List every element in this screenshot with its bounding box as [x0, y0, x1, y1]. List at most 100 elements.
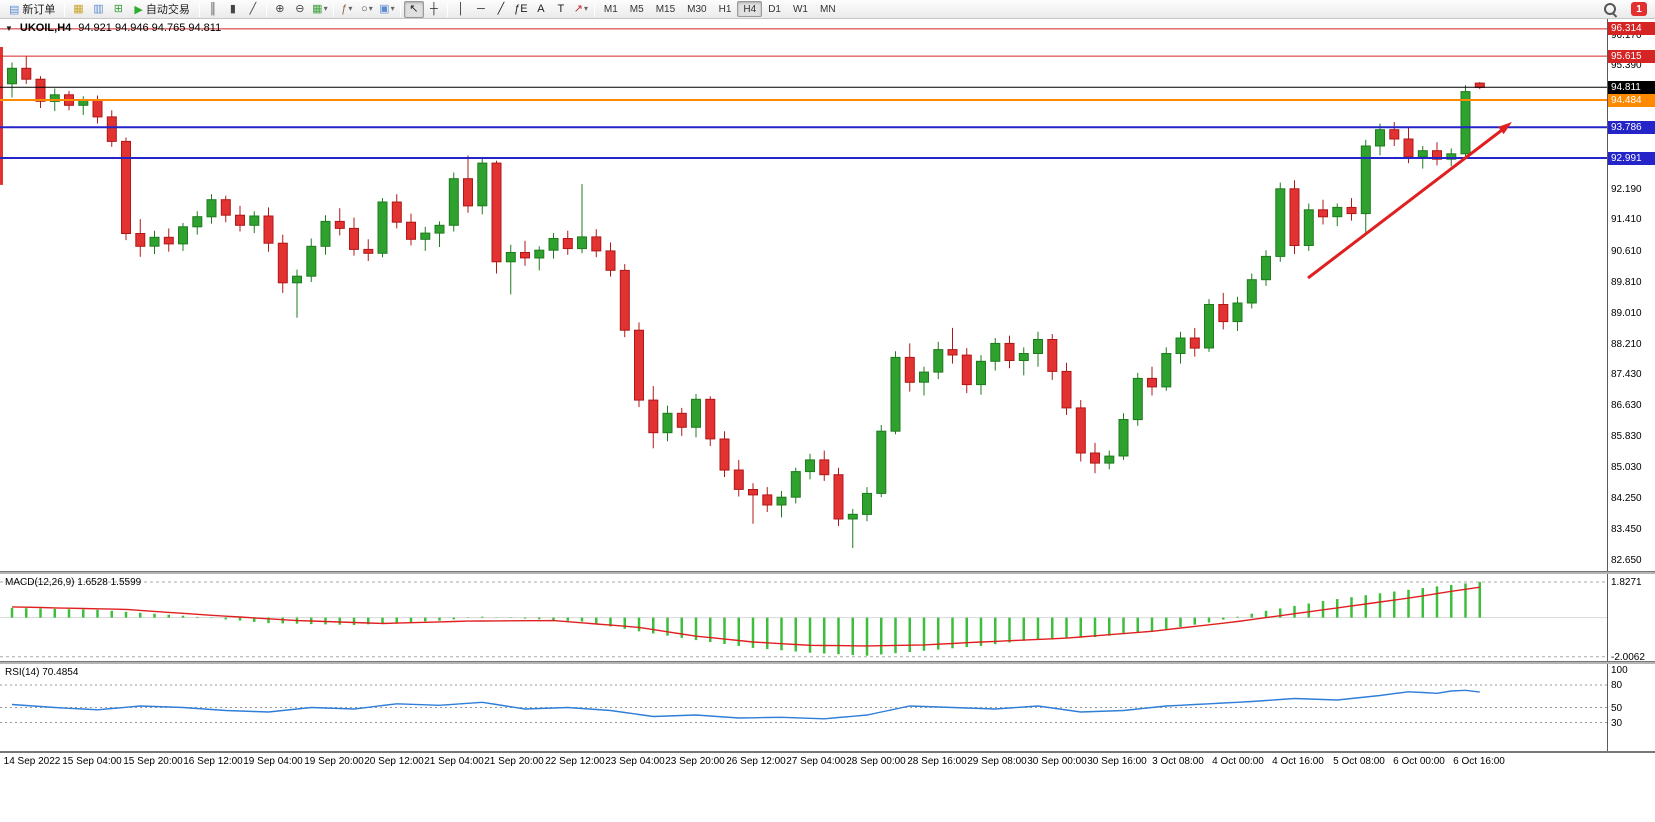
chart-symbol-label: ▼ UKOIL,H4 94.921 94.946 94.765 94.811 — [5, 22, 221, 34]
new-order-label: 新订单 — [22, 4, 56, 16]
zoom-in-icon[interactable]: ⊕ — [275, 2, 285, 15]
price-tick-label: 85.830 — [1611, 431, 1642, 442]
time-tick-label: 29 Sep 08:00 — [967, 756, 1027, 767]
time-tick-label: 15 Sep 20:00 — [123, 756, 183, 767]
toolbar-separator — [399, 1, 401, 17]
time-tick-label: 26 Sep 12:00 — [726, 756, 786, 767]
text-icon[interactable]: A — [537, 2, 545, 15]
search-icon[interactable] — [1602, 1, 1618, 17]
price-tick-label: 85.030 — [1611, 462, 1642, 473]
toolbar-separator — [265, 1, 267, 17]
candlestick-chart-icon[interactable]: ▮ — [229, 2, 236, 15]
chevron-down-icon: ▾ — [583, 4, 588, 13]
chevron-down-icon[interactable]: ▼ — [5, 23, 13, 33]
navigator-icon[interactable]: ⊞ — [113, 2, 124, 15]
price-tick-label: 89.810 — [1611, 277, 1642, 288]
new-order-button[interactable]: ▤ 新订单 — [3, 1, 61, 18]
horizontal-line-icon[interactable]: ─ — [476, 2, 485, 15]
ohlc-bars-icon[interactable]: ║ — [208, 2, 217, 15]
price-line-badge[interactable]: 95.615 — [1608, 50, 1655, 63]
timeframe-m1-button[interactable]: M1 — [603, 3, 618, 15]
price-tick-label: 92.190 — [1611, 184, 1642, 195]
candlestick-chart[interactable] — [0, 19, 1607, 571]
time-tick-label: 21 Sep 04:00 — [424, 756, 484, 767]
toolbar-separator — [332, 1, 334, 17]
time-tick-label: 14 Sep 2022 — [3, 756, 61, 767]
price-line-badge[interactable]: 96.314 — [1608, 22, 1655, 35]
time-axis[interactable]: 14 Sep 2022 15 Sep 04:00 15 Sep 20:00 16 Se… — [0, 753, 1655, 773]
timeframe-m15-button[interactable]: M15 — [655, 3, 676, 15]
timeframe-d1-button[interactable]: D1 — [768, 3, 781, 15]
price-chart-panel: ▼ UKOIL,H4 94.921 94.946 94.765 94.811 9… — [0, 19, 1655, 571]
time-tick-label: 15 Sep 04:00 — [62, 756, 122, 767]
time-tick-label: 30 Sep 00:00 — [1027, 756, 1087, 767]
price-tick-label: 84.250 — [1611, 493, 1642, 504]
time-tick-label: 19 Sep 20:00 — [304, 756, 364, 767]
timeframe-m30-button[interactable]: M30 — [687, 3, 707, 15]
rsi-axis[interactable]: 100 80 50 30 — [1607, 664, 1655, 751]
chevron-down-icon: ▾ — [368, 4, 373, 13]
rsi-tick-label: 80 — [1611, 680, 1623, 691]
timeframe-mn-button[interactable]: MN — [819, 3, 836, 15]
macd-axis[interactable]: 1.8271 -2.0062 — [1607, 574, 1655, 663]
price-tick-label: 95.390 — [1611, 60, 1642, 71]
timeframe-m5-button[interactable]: M5 — [629, 3, 644, 15]
price-tick-label: 82.650 — [1611, 555, 1642, 566]
zoom-out-icon[interactable]: ⊖ — [295, 2, 305, 15]
time-tick-label: 22 Sep 12:00 — [545, 756, 605, 767]
text-label-icon[interactable]: T — [557, 2, 565, 15]
rsi-tick-label: 100 — [1611, 665, 1628, 676]
price-tick-label: 90.610 — [1611, 246, 1642, 257]
toolbar-separator — [198, 1, 200, 17]
chart-window: ▼ UKOIL,H4 94.921 94.946 94.765 94.811 9… — [0, 19, 1655, 822]
macd-signal-line — [11, 586, 1480, 647]
timeframe-h4-button[interactable]: H4 — [737, 1, 763, 17]
auto-trading-icon: ▶ — [134, 3, 143, 16]
market-watch-icon[interactable]: ▦ — [73, 2, 84, 15]
time-tick-label: 6 Oct 16:00 — [1453, 756, 1505, 767]
panel-separator[interactable] — [0, 661, 1655, 664]
periods-icon[interactable]: ○ ▾ — [361, 2, 373, 15]
indicators-icon[interactable]: ƒ ▾ — [341, 2, 353, 15]
time-tick-label: 21 Sep 20:00 — [484, 756, 544, 767]
chevron-down-icon: ▾ — [323, 4, 328, 13]
toolbar-separator — [446, 1, 448, 17]
price-line-badge[interactable]: 94.811 — [1608, 81, 1655, 94]
templates-icon[interactable]: ▣ ▾ — [379, 2, 395, 15]
notification-badge[interactable]: 1 — [1631, 2, 1647, 16]
price-line-badge[interactable]: 94.484 — [1608, 94, 1655, 107]
price-axis[interactable]: 96.17095.39094.59093.79092.99092.19091.4… — [1607, 19, 1655, 571]
macd-tick-label: 1.8271 — [1611, 577, 1642, 588]
crosshair-icon[interactable]: ┼ — [429, 2, 438, 15]
time-tick-label: 20 Sep 12:00 — [364, 756, 424, 767]
rsi-panel: RSI(14) 70.4854 100 80 50 30 — [0, 664, 1655, 751]
new-order-icon: ▤ — [9, 3, 20, 16]
time-tick-label: 30 Sep 16:00 — [1087, 756, 1147, 767]
macd-indicator[interactable] — [0, 574, 1607, 661]
price-line-badge[interactable]: 93.786 — [1608, 121, 1655, 134]
trendline-icon[interactable]: ╱ — [497, 2, 505, 15]
line-chart-icon[interactable]: ╱ — [249, 2, 257, 15]
price-line-badge[interactable]: 92.991 — [1608, 152, 1655, 165]
time-tick-label: 28 Sep 00:00 — [846, 756, 906, 767]
time-tick-label: 19 Sep 04:00 — [243, 756, 303, 767]
time-tick-label: 23 Sep 20:00 — [665, 756, 725, 767]
price-tick-label: 86.630 — [1611, 400, 1642, 411]
vertical-line-icon[interactable]: │ — [457, 2, 465, 15]
timeframe-h1-button[interactable]: H1 — [718, 3, 732, 15]
rsi-indicator[interactable] — [0, 664, 1607, 751]
candles-layer — [7, 55, 1485, 549]
cursor-icon[interactable]: ↖ — [403, 0, 424, 18]
arrows-icon[interactable]: ↗ ▾ — [573, 2, 588, 15]
tile-windows-icon[interactable]: ▦ ▾ — [312, 2, 328, 15]
rsi-line — [11, 689, 1480, 720]
auto-trading-button[interactable]: ▶ 自动交易 — [128, 1, 195, 18]
fibonacci-icon[interactable]: ƒE — [514, 2, 528, 15]
auto-trading-label: 自动交易 — [145, 4, 190, 16]
data-window-icon[interactable]: ▥ — [93, 2, 104, 15]
time-tick-label: 6 Oct 00:00 — [1393, 756, 1445, 767]
timeframe-w1-button[interactable]: W1 — [792, 3, 808, 15]
time-tick-label: 4 Oct 16:00 — [1272, 756, 1324, 767]
time-axis-separator — [0, 751, 1655, 753]
panel-separator[interactable] — [0, 571, 1655, 574]
